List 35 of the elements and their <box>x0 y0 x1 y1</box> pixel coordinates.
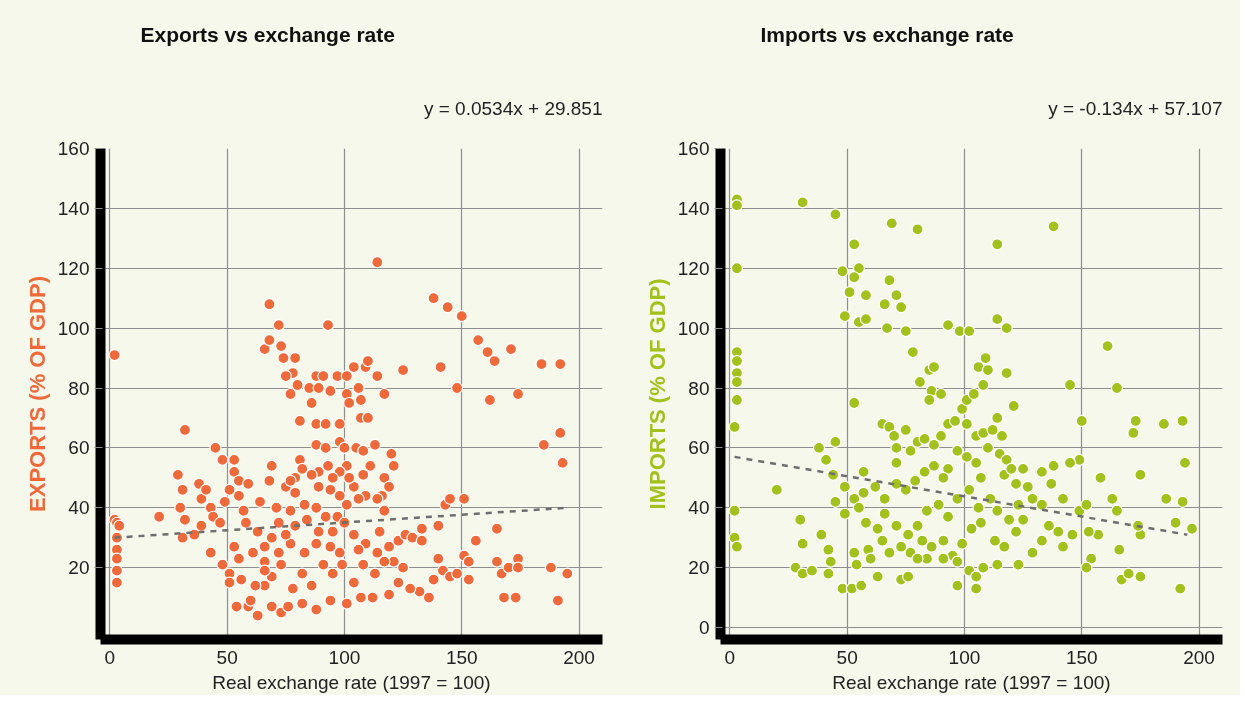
x-tick-label: 0 <box>724 646 736 668</box>
y-tick-label: 120 <box>677 257 710 279</box>
x-tick-label: 200 <box>1183 646 1215 668</box>
y-tick-label: 100 <box>677 317 710 339</box>
x-tick-label: 200 <box>563 646 595 668</box>
x-tick-label: 100 <box>328 646 361 668</box>
y-tick-label: 100 <box>57 317 90 339</box>
y-tick-label: 60 <box>688 437 710 459</box>
chart-title: Exports vs exchange rate <box>140 22 395 46</box>
y-tick-label: 20 <box>68 557 90 579</box>
y-tick-label: 120 <box>57 257 90 279</box>
y-tick-label: 40 <box>688 497 710 519</box>
x-tick-label: 100 <box>948 646 981 668</box>
y-tick-label: 160 <box>677 138 710 159</box>
y-axis-title: EXPORTS (% OF GDP) <box>24 276 50 512</box>
text: y = -0.134x + 57.107 <box>1048 97 1223 119</box>
y-tick-label: 140 <box>57 197 90 219</box>
y-tick-label: 0 <box>698 617 710 639</box>
x-axis-title: Real exchange rate (1997 = 100) <box>832 671 1111 693</box>
y-tick-label: 60 <box>68 437 90 459</box>
chart-title: Imports vs exchange rate <box>760 22 1014 46</box>
y-tick-label: 20 <box>688 557 710 579</box>
x-tick-label: 150 <box>1065 646 1098 668</box>
x-tick-label: 50 <box>836 646 858 668</box>
y-tick-label: 80 <box>68 377 90 399</box>
y-tick-label: 140 <box>677 197 710 219</box>
y-tick-label: 160 <box>57 138 90 159</box>
text: y = 0.0534x + 29.851 <box>423 97 603 119</box>
y-tick-label: 80 <box>688 377 710 399</box>
y-axis-title: IMPORTS (% OF GDP) <box>644 278 670 510</box>
x-tick-label: 0 <box>104 646 116 668</box>
x-tick-label: 50 <box>216 646 238 668</box>
x-tick-label: 150 <box>445 646 478 668</box>
x-axis-title: Real exchange rate (1997 = 100) <box>212 671 491 693</box>
y-tick-label: 40 <box>68 497 90 519</box>
